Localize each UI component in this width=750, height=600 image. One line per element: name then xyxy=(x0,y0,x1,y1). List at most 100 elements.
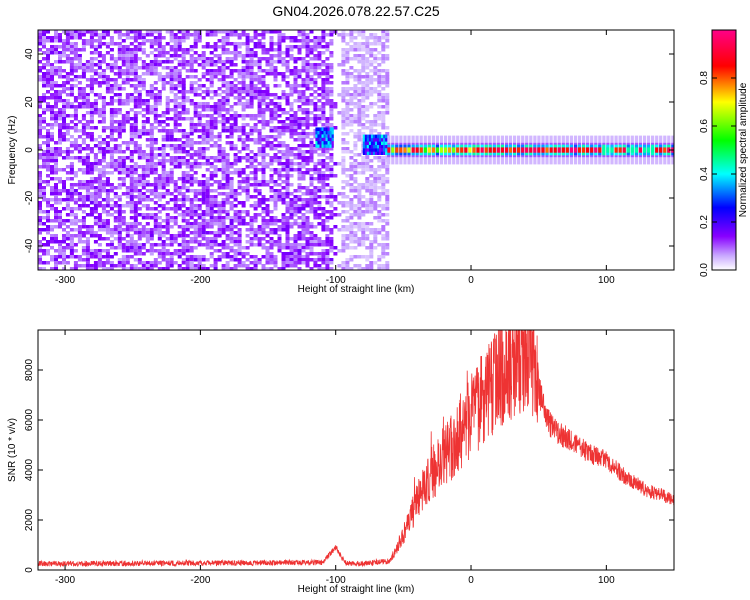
heatmap-cell xyxy=(113,66,118,70)
heatmap-cell xyxy=(161,81,166,85)
heatmap-cell xyxy=(133,132,138,136)
heatmap-cell xyxy=(277,174,282,178)
heatmap-cell xyxy=(329,140,332,145)
heatmap-cell xyxy=(372,141,376,145)
heatmap-cell xyxy=(165,96,170,100)
heatmap-cell xyxy=(269,219,274,223)
heatmap-cell xyxy=(573,147,578,153)
heatmap-cell xyxy=(189,87,194,91)
heatmap-cell xyxy=(181,54,186,58)
heatmap-cell xyxy=(65,81,70,85)
heatmap-cell xyxy=(161,66,166,70)
heatmap-cell xyxy=(145,231,150,235)
heatmap-cell xyxy=(327,134,330,138)
heatmap-cell xyxy=(125,243,130,247)
heatmap-cell xyxy=(113,111,118,115)
heatmap-cell xyxy=(269,216,274,220)
heatmap-cell xyxy=(69,60,74,64)
heatmap-cell xyxy=(381,126,386,130)
heatmap-cell xyxy=(157,177,162,181)
heatmap-cell xyxy=(289,210,294,214)
heatmap-cell xyxy=(165,180,170,184)
heatmap-cell xyxy=(253,78,258,82)
heatmap-cell xyxy=(161,48,166,52)
heatmap-cell xyxy=(54,96,58,100)
heatmap-cell xyxy=(289,252,294,256)
heatmap-cell xyxy=(329,195,334,199)
heatmap-cell xyxy=(365,198,370,202)
heatmap-cell xyxy=(373,36,378,40)
heatmap-cell xyxy=(257,141,262,145)
heatmap-cell xyxy=(233,129,238,133)
heatmap-cell xyxy=(133,141,138,145)
heatmap-cell xyxy=(333,252,338,256)
heatmap-cell xyxy=(253,165,258,169)
heatmap-cell xyxy=(181,96,186,100)
heatmap-cell xyxy=(42,45,46,49)
heatmap-cell xyxy=(125,66,130,70)
heatmap-cell xyxy=(125,234,130,238)
heatmap-cell xyxy=(181,111,186,115)
heatmap-cell xyxy=(50,126,54,130)
heatmap-cell xyxy=(209,75,214,79)
heatmap-cell xyxy=(229,177,234,181)
heatmap-cell xyxy=(73,129,78,133)
heatmap-cell xyxy=(357,237,362,241)
heatmap-cell xyxy=(173,87,178,91)
heatmap-cell xyxy=(321,210,326,214)
heatmap-cell xyxy=(101,159,106,163)
heatmap-cell xyxy=(213,63,218,67)
heatmap-cell xyxy=(357,54,362,58)
heatmap-cell xyxy=(105,219,110,223)
heatmap-cell xyxy=(113,237,118,241)
heatmap-cell xyxy=(121,168,126,172)
heatmap-cell xyxy=(189,222,194,226)
heatmap-cell xyxy=(317,105,322,109)
heatmap-cell xyxy=(293,237,298,241)
heatmap-cell xyxy=(42,156,46,160)
heatmap-cell xyxy=(361,237,366,241)
heatmap-cell xyxy=(221,63,226,67)
heatmap-cell xyxy=(221,198,226,202)
heatmap-cell xyxy=(325,81,330,85)
heatmap-cell xyxy=(325,225,330,229)
heatmap-cell xyxy=(77,33,82,37)
heatmap-cell xyxy=(329,204,334,208)
heatmap-cell xyxy=(125,57,130,61)
heatmap-cell xyxy=(50,138,54,142)
heatmap-cell xyxy=(225,246,230,250)
heatmap-cell xyxy=(89,201,94,205)
heatmap-cell xyxy=(329,171,334,175)
heatmap-cell xyxy=(361,45,366,49)
heatmap-cell xyxy=(121,126,126,130)
heatmap-cell xyxy=(245,90,250,94)
heatmap-cell xyxy=(257,69,262,73)
heatmap-cell xyxy=(201,141,206,145)
heatmap-cell xyxy=(265,60,270,64)
heatmap-cell xyxy=(38,105,42,109)
heatmap-cell xyxy=(225,192,230,196)
heatmap-cell xyxy=(233,114,238,118)
heatmap-cell xyxy=(113,63,118,67)
heatmap-cell xyxy=(149,159,154,163)
heatmap-cell xyxy=(121,60,126,64)
heatmap-cell xyxy=(65,36,70,40)
heatmap-cell xyxy=(185,63,190,67)
heatmap-cell xyxy=(357,189,362,193)
heatmap-cell xyxy=(185,69,190,73)
heatmap-cell xyxy=(133,45,138,49)
heatmap-cell xyxy=(117,102,122,106)
heatmap-cell xyxy=(181,219,186,223)
heatmap-cell xyxy=(221,255,226,259)
heatmap-cell xyxy=(209,30,214,34)
heatmap-cell xyxy=(253,264,258,268)
heatmap-cell xyxy=(366,141,369,145)
heatmap-cell xyxy=(385,219,390,223)
heatmap-cell xyxy=(137,84,142,88)
heatmap-cell xyxy=(253,36,258,40)
heatmap-cell xyxy=(353,171,358,175)
heatmap-cell xyxy=(381,138,384,142)
heatmap-cell xyxy=(305,246,310,250)
heatmap-cell xyxy=(105,213,110,217)
heatmap-cell xyxy=(54,177,58,181)
